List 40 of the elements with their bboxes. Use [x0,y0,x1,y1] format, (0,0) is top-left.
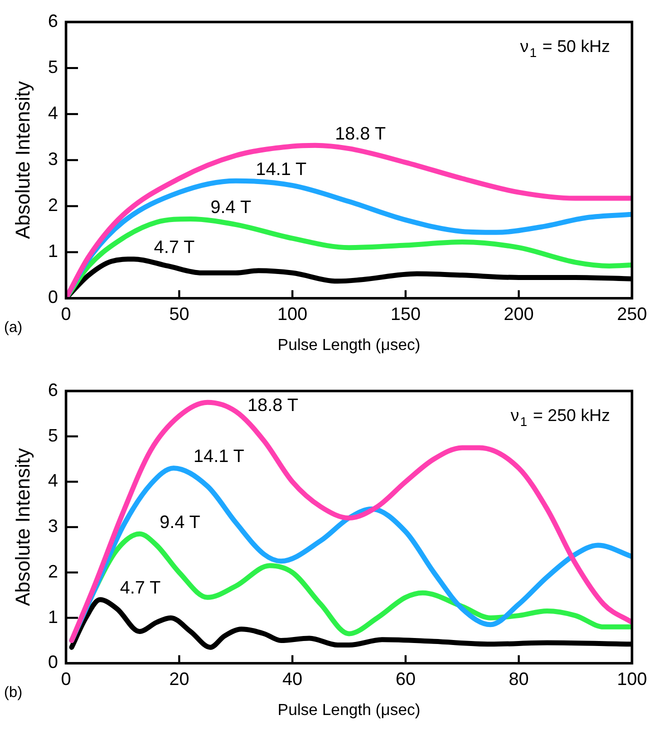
x-axis-title: Pulse Length (μsec) [278,702,420,719]
y-tick-label: 1 [48,606,58,627]
y-tick-label: 0 [48,652,58,672]
series-label: 14.1 T [256,158,307,179]
y-tick-label: 5 [48,425,58,446]
y-tick-label: 6 [48,380,58,400]
y-tick-label: 2 [48,195,58,216]
series-label: 9.4 T [210,196,252,217]
y-tick-label: 1 [48,241,58,262]
x-tick-label: 200 [504,304,534,324]
series-label: 4.7 T [154,237,195,258]
x-tick-label: 20 [169,668,190,689]
x-tick-label: 250 [616,304,648,324]
y-tick-label: 3 [48,516,58,536]
text: (b) [4,684,22,702]
y-axis-title: Absolute Intensity [12,81,35,240]
series-label: 9.4 T [160,512,200,532]
x-tick-label: 0 [61,668,72,689]
y-tick-label: 4 [48,470,58,491]
series-label: 18.8 T [248,394,298,415]
y-tick-label: 0 [48,287,58,308]
x-tick-label: 80 [508,668,529,689]
series-label: 18.8 T [335,123,386,144]
series-label: 4.7 T [120,578,161,598]
x-tick-label: 60 [396,668,416,689]
y-axis-title: Absolute Intensity [12,448,35,606]
y-tick-label: 3 [48,149,58,170]
x-tick-label: 40 [282,668,302,689]
text: (a) [4,319,22,336]
x-tick-label: 100 [277,304,308,324]
y-tick-label: 6 [48,10,58,31]
y-tick-label: 4 [48,103,58,124]
x-tick-label: 0 [61,304,72,324]
y-tick-label: 5 [48,57,58,77]
x-tick-label: 50 [169,304,190,324]
x-axis-title: Pulse Length (μsec) [278,336,420,354]
x-tick-label: 150 [390,304,421,324]
series-label: 14.1 T [194,446,244,466]
y-tick-label: 2 [48,561,58,582]
x-tick-label: 100 [616,668,648,689]
